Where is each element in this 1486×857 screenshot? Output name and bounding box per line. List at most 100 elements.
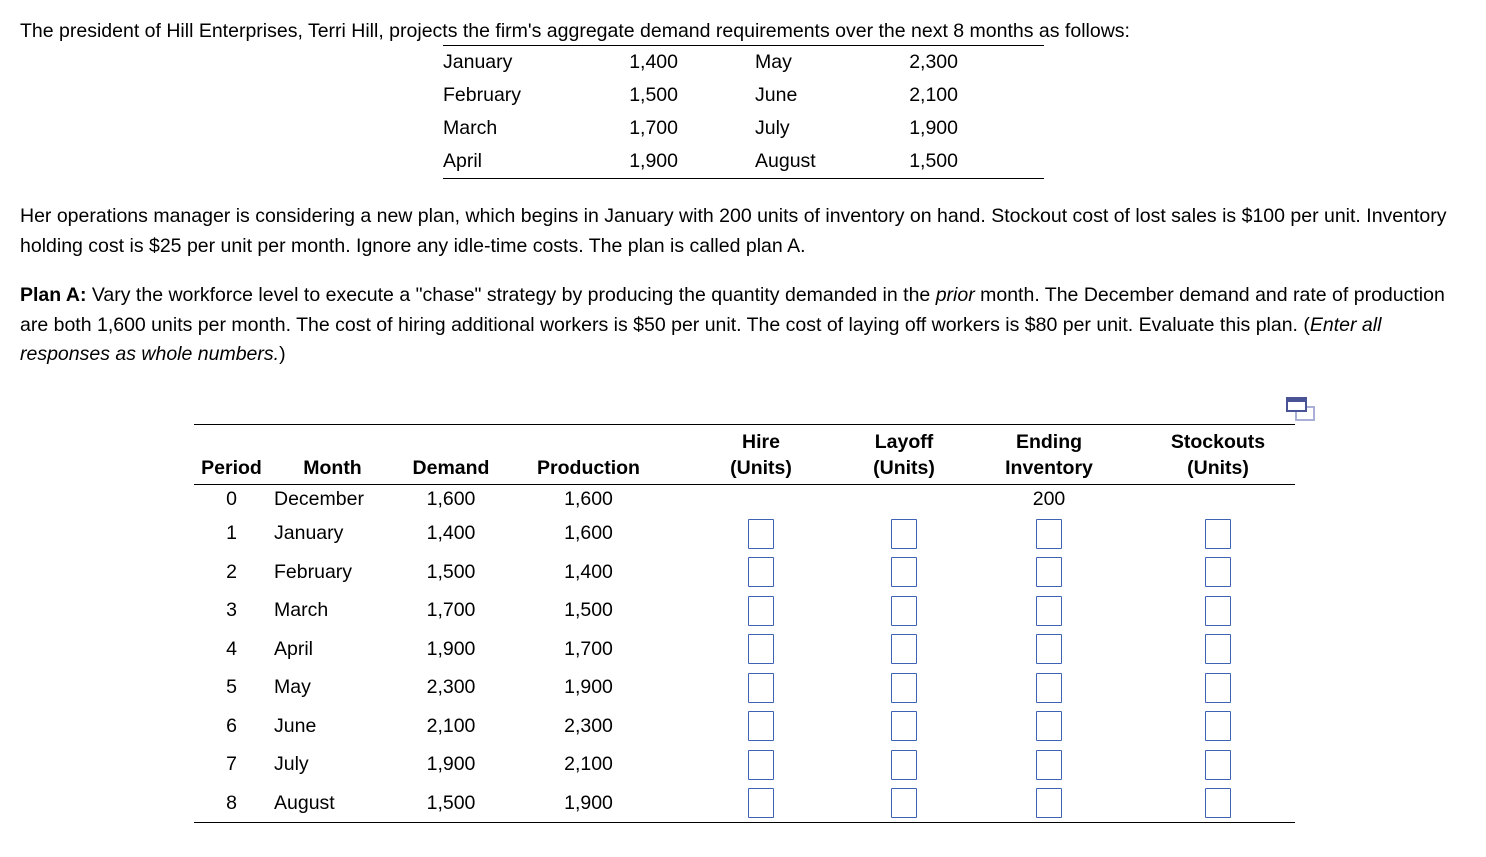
- demand-cell: 2,300: [426, 676, 476, 699]
- plan-table-row-4: 4 April 1,900 1,700: [194, 630, 1295, 669]
- hire-cell: [671, 630, 851, 669]
- column-header-units: Hire (Units): [671, 424, 851, 485]
- ending-input-row-6[interactable]: [1036, 711, 1062, 742]
- demand-value-cell: 2,100: [909, 84, 958, 106]
- layoff-input-row-6[interactable]: [891, 711, 917, 742]
- column-header-line1: Stockouts: [1170, 431, 1266, 453]
- month-cell: June: [274, 714, 317, 737]
- hire-input-row-5[interactable]: [748, 672, 774, 703]
- stockouts-input-row-4[interactable]: [1205, 634, 1231, 665]
- plan-a-evaluation-table: Period Month Demand Production Hire (Units) La…: [194, 424, 1295, 823]
- ending-input-row-1[interactable]: [1036, 518, 1062, 549]
- column-header-production: Production: [506, 424, 671, 485]
- layoff-input-row-7[interactable]: [891, 749, 917, 780]
- hire-cell: [671, 515, 851, 554]
- production-cell: 1,600: [564, 488, 613, 511]
- month-cell: August: [274, 791, 335, 814]
- layoff-cell: [851, 669, 957, 708]
- plan-table-row-7: 7 July 1,900 2,100: [194, 746, 1295, 785]
- plan-description-paragraph: Her operations manager is considering a …: [20, 205, 1447, 257]
- production-cell: 2,300: [564, 714, 613, 737]
- stockouts-input-row-6[interactable]: [1205, 711, 1231, 742]
- column-header-line2: Period: [201, 457, 262, 479]
- layoff-input-row-4[interactable]: [891, 634, 917, 665]
- column-header-line2: (Units): [730, 457, 792, 479]
- hire-cell: [671, 707, 851, 746]
- demand-value-cell: 1,500: [629, 84, 678, 106]
- period-cell: 6: [226, 714, 237, 737]
- demand-cell: 1,500: [426, 560, 476, 583]
- stockouts-input-row-7[interactable]: [1205, 749, 1231, 780]
- ending-input-row-8[interactable]: [1036, 788, 1062, 818]
- spacer-cell: [958, 112, 1044, 145]
- popout-front-window: [1286, 397, 1307, 412]
- stockouts-input-row-1[interactable]: [1205, 518, 1231, 549]
- month-cell: May: [274, 676, 311, 699]
- hire-input-row-1[interactable]: [748, 518, 774, 549]
- demand-month-cell: March: [443, 117, 498, 139]
- column-header-units: Layoff (Units): [851, 424, 957, 485]
- stockouts-cell: [1141, 746, 1295, 785]
- plan-a-italic-prior: prior: [935, 284, 975, 306]
- plan-a-text-2: month. The December demand and rate of p…: [20, 284, 1445, 336]
- ending-cell: [957, 515, 1141, 554]
- plan-table-row-0: 0 December 1,600 1,600 200: [194, 485, 1295, 515]
- month-cell: April: [274, 637, 314, 660]
- stockouts-cell: [1141, 707, 1295, 746]
- demand-row-3: April 1,900 August 1,500: [443, 145, 1044, 179]
- demand-cell: 1,900: [426, 637, 476, 660]
- hire-input-row-4[interactable]: [748, 634, 774, 665]
- demand-month-cell: February: [443, 84, 522, 106]
- period-cell: 8: [226, 791, 237, 814]
- plan-table-body: 0 December 1,600 1,600 200 1 January 1,400 1,600…: [194, 485, 1295, 823]
- demand-row-0: January 1,400 May 2,300: [443, 46, 1044, 80]
- stockouts-input-row-5[interactable]: [1205, 672, 1231, 703]
- period-cell: 0: [226, 488, 237, 511]
- hire-input-row-6[interactable]: [748, 711, 774, 742]
- stockouts-input-row-3[interactable]: [1205, 595, 1231, 626]
- ending-input-row-5[interactable]: [1036, 672, 1062, 703]
- plan-table-row-6: 6 June 2,100 2,300: [194, 707, 1295, 746]
- demand-cell: 1,400: [426, 522, 476, 545]
- column-header-period: Period: [194, 424, 269, 485]
- hire-input-row-8[interactable]: [748, 788, 774, 818]
- hire-input-row-7[interactable]: [748, 749, 774, 780]
- stockouts-input-row-8[interactable]: [1205, 788, 1231, 818]
- layoff-cell: [851, 485, 957, 515]
- period-cell: 7: [226, 753, 237, 776]
- popout-table-icon[interactable]: [1286, 397, 1317, 424]
- layoff-input-row-5[interactable]: [891, 672, 917, 703]
- plan-table-row-2: 2 February 1,500 1,400: [194, 553, 1295, 592]
- layoff-input-row-3[interactable]: [891, 595, 917, 626]
- month-cell: March: [274, 599, 329, 622]
- layoff-input-row-1[interactable]: [891, 518, 917, 549]
- stockouts-cell: [1141, 553, 1295, 592]
- plan-table-header-row: Period Month Demand Production Hire (Units) La…: [194, 424, 1295, 485]
- production-cell: 1,900: [564, 791, 613, 814]
- hire-input-row-2[interactable]: [748, 557, 774, 588]
- ending-input-row-3[interactable]: [1036, 595, 1062, 626]
- column-header-demand: Demand: [396, 424, 506, 485]
- ending-cell: [957, 553, 1141, 592]
- ending-input-row-7[interactable]: [1036, 749, 1062, 780]
- spacer-cell: [958, 145, 1044, 179]
- spacer-cell: [958, 79, 1044, 112]
- production-cell: 1,400: [564, 560, 613, 583]
- column-header-line2: (Units): [1187, 457, 1249, 479]
- column-header-line1: Layoff: [874, 431, 934, 453]
- plan-table-row-1: 1 January 1,400 1,600: [194, 515, 1295, 554]
- period-cell: 5: [226, 676, 237, 699]
- layoff-cell: [851, 784, 957, 823]
- layoff-input-row-8[interactable]: [891, 788, 917, 818]
- hire-input-row-3[interactable]: [748, 595, 774, 626]
- demand-month-cell: August: [755, 150, 816, 172]
- demand-month-cell: May: [755, 51, 792, 73]
- ending-input-row-2[interactable]: [1036, 557, 1062, 588]
- period-cell: 4: [226, 637, 237, 660]
- ending-cell: [957, 707, 1141, 746]
- ending-input-row-4[interactable]: [1036, 634, 1062, 665]
- demand-value-cell: 1,900: [909, 117, 958, 139]
- ending-cell: [957, 746, 1141, 785]
- layoff-input-row-2[interactable]: [891, 557, 917, 588]
- stockouts-input-row-2[interactable]: [1205, 557, 1231, 588]
